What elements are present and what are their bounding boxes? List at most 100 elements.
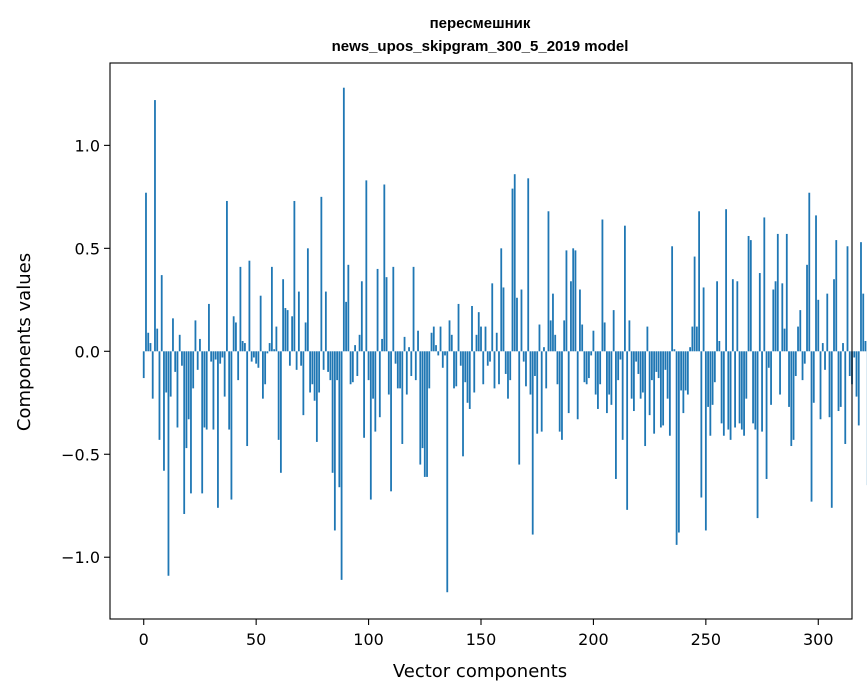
bar-249 — [703, 287, 705, 351]
bar-76 — [314, 351, 316, 400]
y-tick-label-0: −1.0 — [61, 548, 100, 567]
y-tick-label-1: −0.5 — [61, 445, 100, 464]
bar-235 — [671, 246, 673, 351]
bar-194 — [579, 290, 581, 352]
bar-272 — [754, 351, 756, 429]
x-tick-label-100: 100 — [353, 630, 384, 649]
x-axis-label: Vector components — [393, 661, 567, 682]
bar-101 — [370, 351, 372, 499]
bar-208 — [611, 351, 613, 405]
bar-69 — [298, 292, 300, 352]
bar-284 — [781, 283, 783, 351]
bar-169 — [523, 351, 525, 361]
bar-317 — [856, 351, 858, 396]
bar-57 — [271, 267, 273, 351]
bar-9 — [163, 351, 165, 470]
bar-141 — [460, 351, 462, 365]
chart-title-line-1: пересмешник — [430, 15, 531, 32]
x-tick-label-50: 50 — [246, 630, 266, 649]
bar-3 — [150, 343, 152, 351]
bar-131 — [437, 351, 439, 355]
bar-35 — [222, 351, 224, 357]
bar-102 — [372, 351, 374, 398]
bar-59 — [275, 327, 277, 352]
bar-310 — [840, 351, 842, 407]
bar-243 — [689, 347, 691, 351]
bar-188 — [566, 250, 568, 351]
bar-68 — [296, 351, 298, 370]
bar-309 — [838, 351, 840, 411]
bar-32 — [215, 351, 217, 359]
bar-162 — [507, 351, 509, 398]
bar-64 — [287, 310, 289, 351]
bar-0 — [143, 351, 145, 378]
chart-title-line-2: news_upos_skipgram_300_5_2019 model — [332, 38, 629, 55]
bar-185 — [559, 351, 561, 431]
bar-269 — [748, 236, 750, 351]
bar-227 — [653, 351, 655, 433]
bar-250 — [705, 351, 707, 530]
bar-182 — [552, 294, 554, 352]
bar-4 — [152, 351, 154, 398]
bar-260 — [727, 351, 729, 429]
bar-37 — [226, 201, 228, 351]
bar-320 — [862, 294, 864, 352]
bar-296 — [808, 193, 810, 352]
bar-116 — [404, 337, 406, 351]
bar-79 — [320, 197, 322, 351]
bar-166 — [516, 298, 518, 352]
bar-219 — [635, 351, 637, 361]
bar-271 — [752, 351, 754, 423]
bar-244 — [691, 327, 693, 352]
bar-62 — [282, 279, 284, 351]
bar-205 — [604, 322, 606, 351]
bar-232 — [664, 351, 666, 370]
bar-206 — [606, 351, 608, 413]
bar-125 — [424, 351, 426, 477]
bar-138 — [453, 351, 455, 388]
bar-321 — [865, 341, 867, 351]
bar-184 — [557, 351, 559, 384]
bar-286 — [786, 234, 788, 351]
bar-171 — [527, 178, 529, 351]
bar-202 — [597, 351, 599, 409]
bar-33 — [217, 351, 219, 508]
bar-24 — [197, 351, 199, 370]
bar-133 — [442, 351, 444, 367]
bar-161 — [505, 351, 507, 374]
bar-293 — [802, 351, 804, 380]
bar-127 — [428, 351, 430, 388]
bar-175 — [536, 351, 538, 433]
bar-314 — [849, 351, 851, 376]
bar-224 — [646, 327, 648, 352]
bar-74 — [309, 351, 311, 392]
bar-187 — [563, 320, 565, 351]
bar-58 — [273, 349, 275, 351]
bar-40 — [233, 316, 235, 351]
bar-18 — [183, 351, 185, 514]
bar-279 — [770, 351, 772, 405]
bar-282 — [777, 234, 779, 351]
bar-247 — [698, 211, 700, 351]
bar-100 — [368, 351, 370, 380]
bar-135 — [446, 351, 448, 592]
bar-128 — [431, 333, 433, 352]
bar-121 — [415, 351, 417, 380]
bar-122 — [417, 331, 419, 352]
bar-110 — [390, 351, 392, 491]
bar-137 — [451, 335, 453, 351]
bar-163 — [509, 351, 511, 380]
bar-303 — [824, 351, 826, 370]
bar-209 — [613, 310, 615, 351]
y-tick-label-4: 1.0 — [75, 136, 100, 155]
bar-242 — [687, 351, 689, 394]
bar-146 — [471, 306, 473, 351]
bar-183 — [554, 335, 556, 351]
bar-26 — [201, 351, 203, 493]
bar-86 — [336, 351, 338, 380]
bar-113 — [397, 351, 399, 388]
bar-104 — [377, 269, 379, 351]
bar-144 — [467, 351, 469, 402]
bar-151 — [482, 351, 484, 384]
bar-251 — [707, 351, 709, 407]
